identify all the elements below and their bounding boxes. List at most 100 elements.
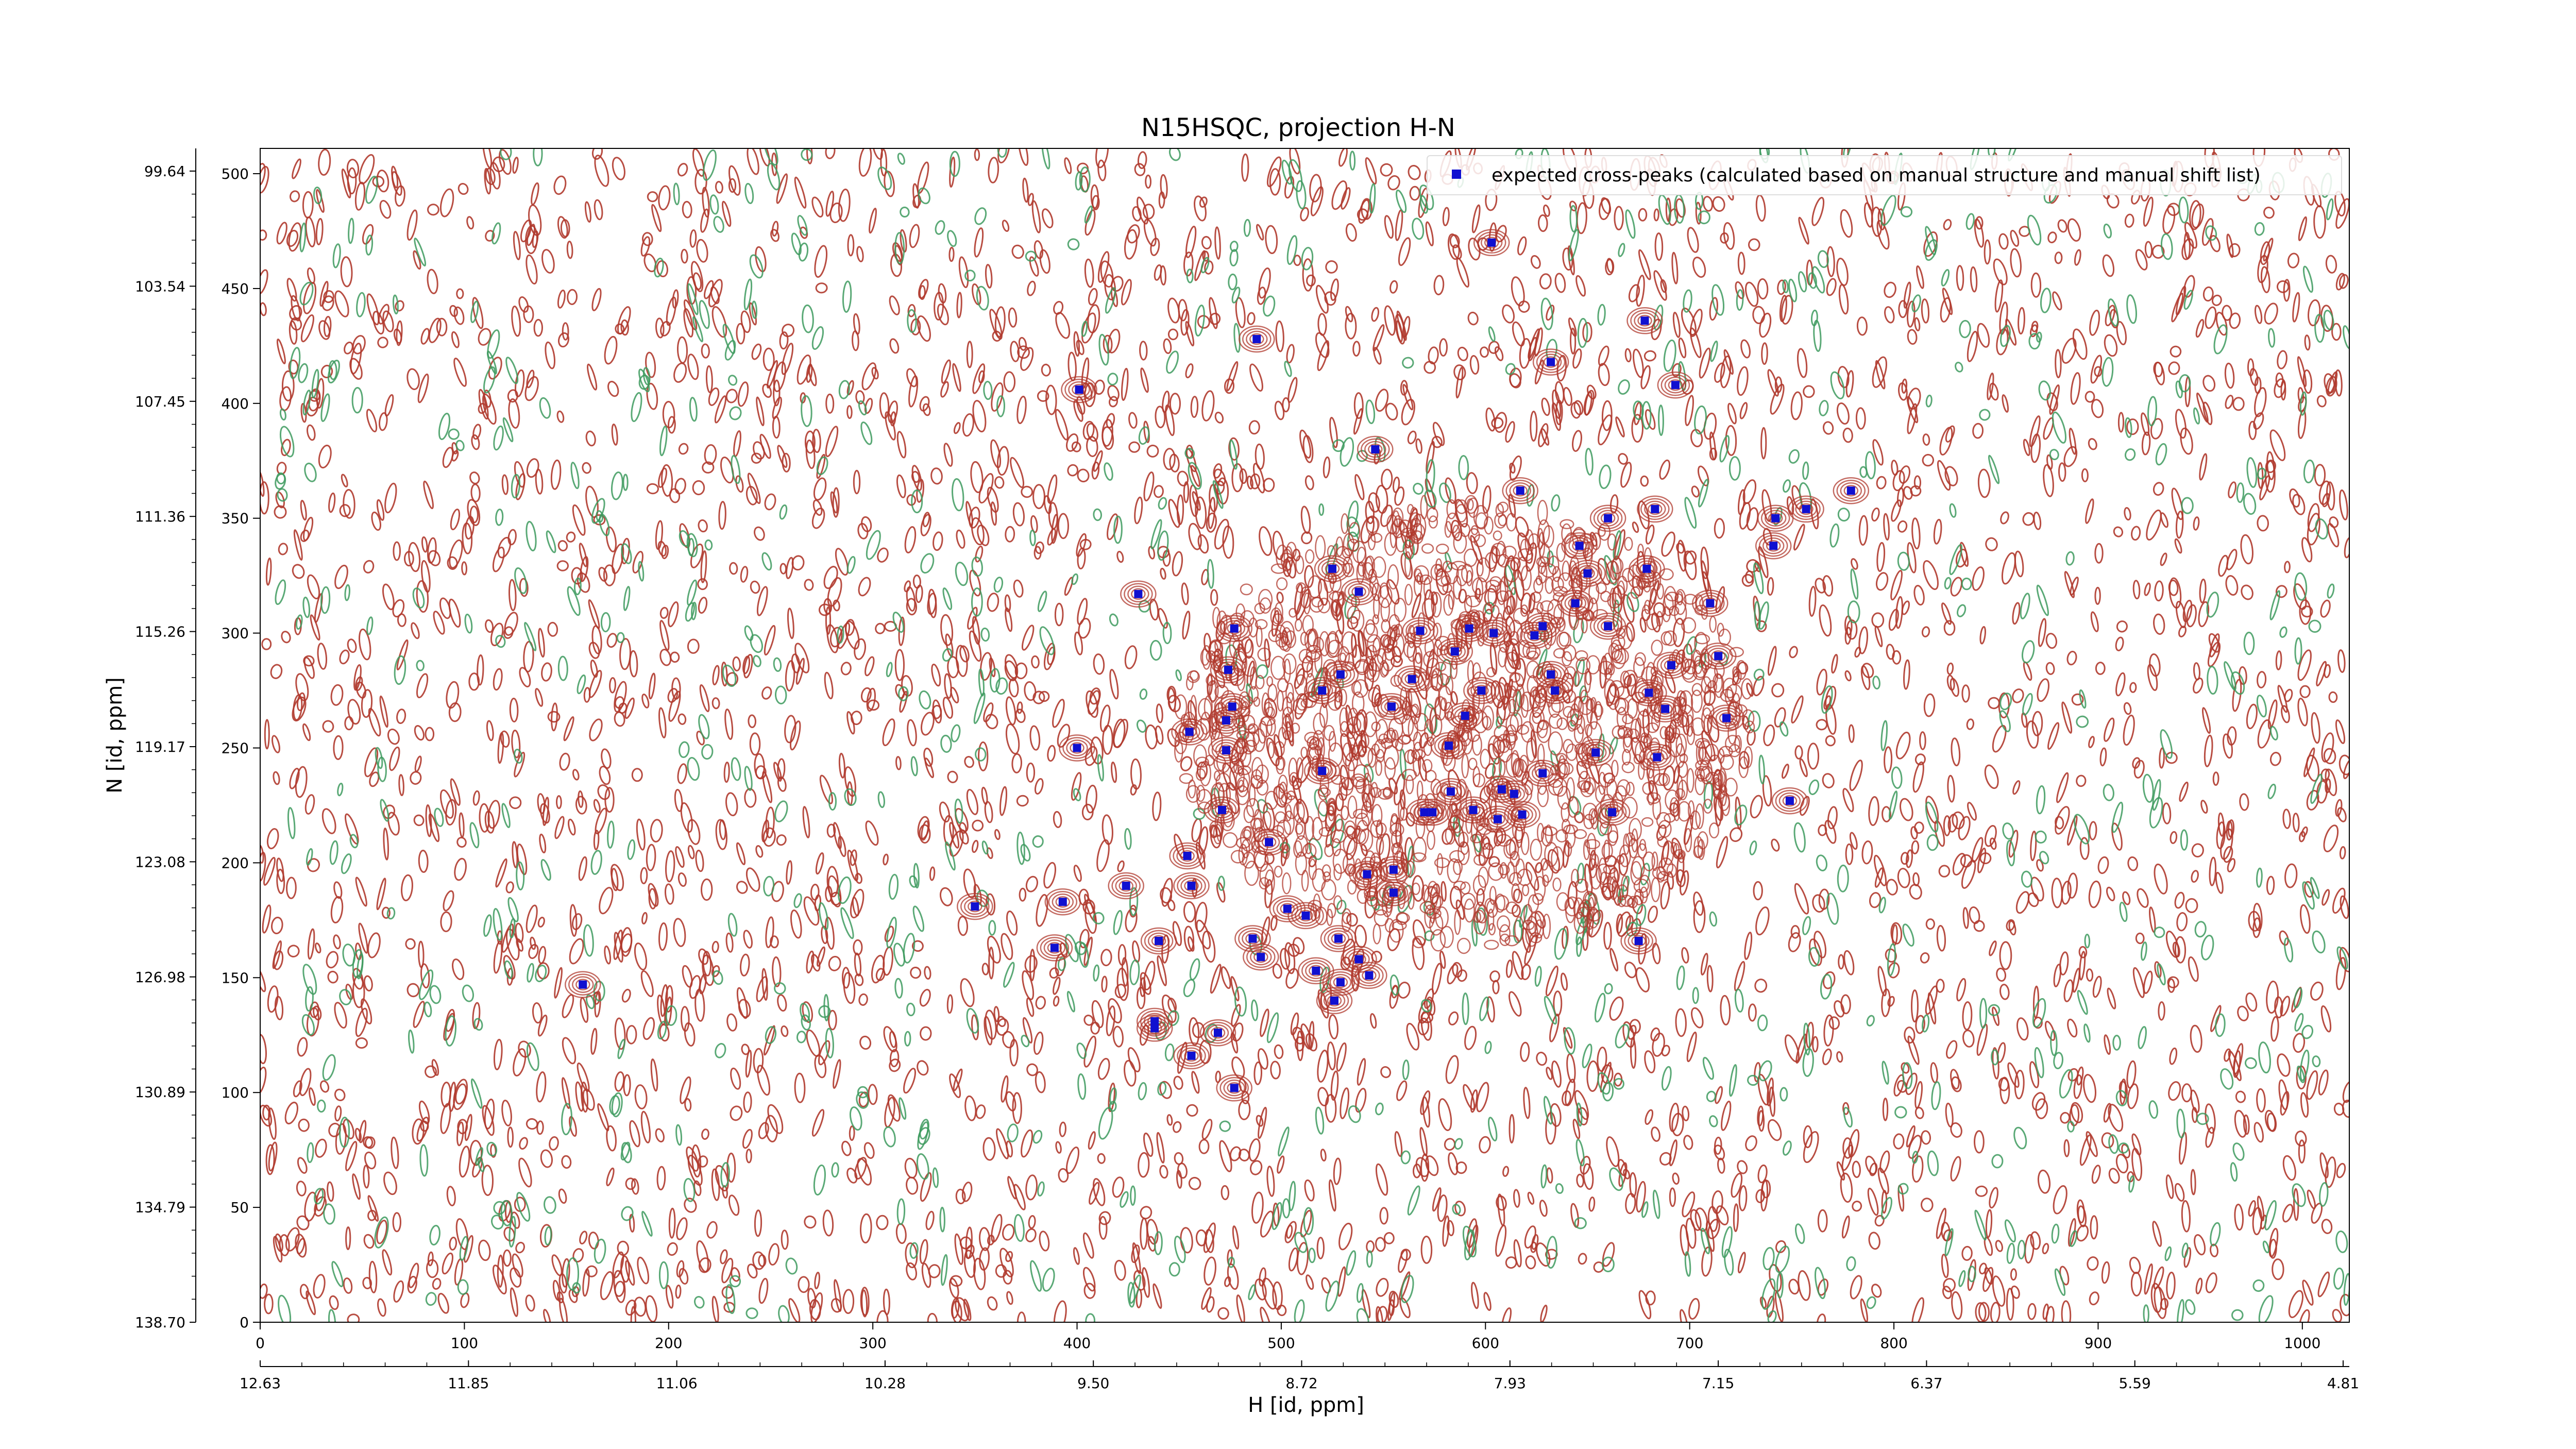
positive-contour [940,381,949,398]
positive-contour [919,989,931,1007]
positive-contour [2302,369,2313,394]
positive-contour [316,189,325,213]
positive-contour [695,850,704,872]
positive-contour [2064,571,2075,598]
positive-contour [1028,1215,1036,1229]
positive-contour [1269,168,1281,196]
positive-contour [811,1109,825,1137]
positive-contour [1146,444,1159,458]
positive-contour [1214,226,1221,260]
positive-contour [1512,321,1525,347]
positive-contour [1035,996,1046,1010]
positive-contour [2059,951,2069,975]
positive-contour [1576,1173,1584,1188]
positive-contour [2344,537,2349,559]
positive-contour [1809,938,1822,966]
positive-contour [313,1005,322,1021]
positive-contour [1520,1041,1530,1062]
positive-contour [1400,380,1408,396]
positive-contour [2284,863,2298,888]
positive-contour [2078,946,2088,958]
positive-contour [2030,1231,2041,1250]
positive-contour [1368,492,1380,513]
positive-contour [1755,906,1770,936]
positive-contour [520,219,532,243]
positive-contour [562,1258,570,1288]
positive-contour [1182,611,1191,640]
positive-contour [582,1268,590,1297]
positive-contour [666,296,677,326]
positive-contour [1491,417,1504,429]
positive-contour [286,278,297,302]
positive-contour [260,1066,267,1095]
positive-contour [2320,1005,2332,1033]
positive-contour [1745,1135,1757,1151]
positive-contour [859,1213,872,1244]
positive-contour [655,1128,665,1143]
positive-contour [345,1226,351,1250]
positive-contour [1903,659,1910,690]
positive-contour [1138,1152,1150,1178]
positive-contour [700,550,707,583]
positive-contour [1025,1228,1037,1242]
positive-contour [2106,886,2115,902]
positive-contour [2015,891,2030,914]
positive-contour [2282,1155,2296,1181]
positive-contour [562,1037,577,1065]
positive-contour [1206,512,1217,533]
positive-contour [2035,1098,2048,1119]
positive-contour [1448,1011,1459,1026]
positive-contour [1858,626,1869,654]
positive-contour [1112,718,1126,748]
positive-contour [1936,925,1946,952]
positive-contour [2101,1261,2110,1284]
positive-contour [2307,503,2320,532]
positive-contour [478,389,489,420]
positive-contour [1756,620,1767,632]
positive-contour [1875,572,1889,591]
positive-contour [2030,831,2037,862]
positive-contour [603,564,616,586]
positive-contour [646,844,656,871]
positive-contour [761,686,772,700]
positive-contour [1733,1203,1739,1232]
positive-contour [1890,922,1903,945]
positive-contour [1972,423,1984,439]
positive-contour [1998,233,2009,250]
positive-contour [1925,918,1935,930]
positive-contour [2212,771,2219,786]
positive-contour [2210,235,2221,252]
positive-contour [2150,418,2163,440]
positive-contour [773,762,782,782]
positive-contour [1852,1160,1861,1178]
positive-contour [1700,953,1708,976]
positive-contour [919,1239,928,1265]
positive-contour [1682,1105,1690,1122]
positive-contour [679,1268,689,1285]
positive-contour [1442,828,1453,845]
positive-contour [260,844,264,864]
positive-contour [1979,626,1986,645]
positive-contour [2266,875,2275,895]
positive-contour [292,564,305,579]
positive-contour [2170,831,2178,844]
positive-contour [427,204,439,216]
positive-contour [1244,638,1254,659]
positive-contour [2194,1234,2206,1256]
positive-contour [1654,232,1664,261]
positive-contour [1551,402,1561,431]
positive-contour [1709,297,1718,321]
positive-contour [281,631,291,644]
positive-contour [672,289,679,309]
positive-contour [567,289,578,305]
positive-contour [953,422,961,434]
positive-contour [2002,394,2009,413]
positive-contour [524,376,539,401]
positive-contour [1001,1075,1009,1103]
positive-contour [614,711,625,727]
positive-contour [1737,1252,1746,1274]
positive-contour [2228,243,2241,258]
positive-contour [957,916,969,936]
positive-contour [2090,611,2099,632]
positive-contour [1098,1211,1111,1225]
